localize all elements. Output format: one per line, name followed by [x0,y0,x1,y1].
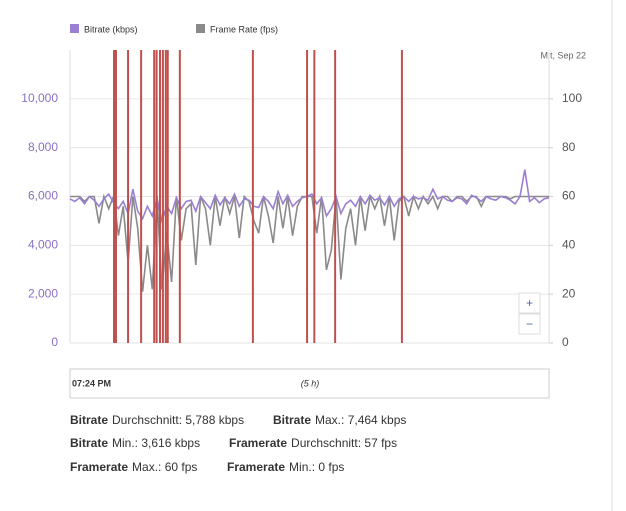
y-tick-label: 10,000 [21,91,58,105]
stat-value: Durchschnitt: 57 fps [291,436,398,450]
date-label: Mit, Sep 22 [540,50,586,60]
y-tick-label: 8,000 [28,140,58,154]
stat-label: Framerate [70,460,129,474]
zoom-button-box [518,292,541,314]
legend-swatch [196,24,205,33]
y2-tick-label: 100 [562,91,582,105]
stat: Bitrate Min.: 3,616 kbps [70,436,200,450]
stat-label: Bitrate [70,413,109,427]
stat-value: Max.: 7,464 kbps [315,413,407,427]
y-tick-label: 0 [51,335,58,349]
legend-label: Bitrate (kbps) [84,24,138,34]
y2-tick-label: 60 [562,189,576,203]
stat-label: Framerate [227,460,286,474]
navigator-range: (5 h) [301,378,320,388]
stat: Bitrate Max.: 7,464 kbps [273,413,406,427]
stat: Framerate Min.: 0 fps [227,460,344,474]
y-tick-label: 2,000 [28,286,58,300]
stat: Bitrate Durchschnitt: 5,788 kbps [70,413,244,427]
stat-value: Max.: 60 fps [132,460,198,474]
stat-value: Min.: 0 fps [289,460,345,474]
zoom-button-box [518,313,541,335]
y2-tick-label: 0 [562,335,569,349]
y-tick-label: 6,000 [28,189,58,203]
stat-label: Bitrate [70,436,109,450]
navigator-start: 07:24 PM [72,378,111,388]
stat-label: Framerate [229,436,288,450]
stat: Framerate Max.: 60 fps [70,460,197,474]
zoom-button-label: + [526,296,533,310]
zoom-button[interactable]: − [518,313,541,335]
stat: Framerate Durchschnitt: 57 fps [229,436,397,450]
stat-value: Min.: 3,616 kbps [112,436,201,450]
legend-swatch [70,24,79,33]
series-line [69,169,550,224]
zoom-button[interactable]: + [518,292,541,314]
stat-label: Bitrate [273,413,312,427]
legend-label: Frame Rate (fps) [210,24,278,34]
y2-tick-label: 20 [562,286,576,300]
zoom-button-label: − [526,317,533,331]
y2-tick-label: 80 [562,140,576,154]
y2-tick-label: 40 [562,238,576,252]
navigator [69,368,550,399]
y-tick-label: 4,000 [28,238,58,252]
stat-value: Durchschnitt: 5,788 kbps [112,413,245,427]
